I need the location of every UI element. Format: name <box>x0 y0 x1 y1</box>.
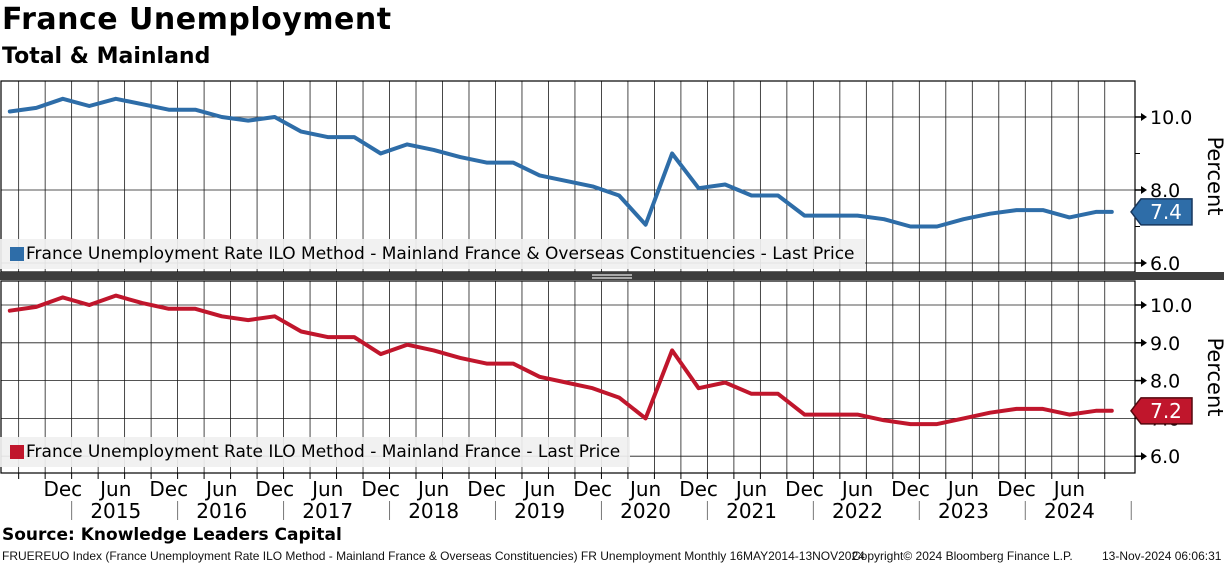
y-axis-title: Percent <box>1203 337 1224 416</box>
y-tick-arrow-icon <box>1141 301 1147 309</box>
legend-swatch-total-icon <box>10 247 24 261</box>
x-year-label: 2022 <box>832 499 883 523</box>
unemployment-line-total <box>7 96 1114 229</box>
y-tick-arrow-icon <box>1141 452 1147 461</box>
legend-mainland: France Unemployment Rate ILO Method - Ma… <box>0 437 631 467</box>
x-tick-label: Dec <box>785 477 824 501</box>
legend-swatch-mainland-icon <box>10 445 24 459</box>
x-year-label: 2020 <box>620 499 671 523</box>
x-tick-label: Dec <box>679 477 718 501</box>
x-tick-label: Jun <box>522 477 555 501</box>
y-tick-arrow-icon <box>1141 186 1147 194</box>
x-year-label: 2017 <box>302 499 353 523</box>
x-year-label: 2024 <box>1044 499 1095 523</box>
x-tick-label: Jun <box>628 477 661 501</box>
x-tick-label: Dec <box>467 477 506 501</box>
y-tick-label: 6.0 <box>1150 446 1180 468</box>
unemployment-line-mainland <box>7 293 1114 427</box>
legend-label-mainland: France Unemployment Rate ILO Method - Ma… <box>26 442 621 462</box>
panel-splitter[interactable] <box>0 272 1224 280</box>
x-year-label: 2023 <box>938 499 989 523</box>
x-tick-label: Jun <box>946 477 979 501</box>
last-price-value-total: 7.4 <box>1150 200 1182 224</box>
legend-total: France Unemployment Rate ILO Method - Ma… <box>0 239 865 269</box>
x-tick-label: Jun <box>840 477 873 501</box>
x-tick-label: Jun <box>734 477 767 501</box>
x-tick-label: Dec <box>997 477 1036 501</box>
x-tick-label: Jun <box>310 477 343 501</box>
disclaimer-bar: FRUEREUO Index (France Unemployment Rate… <box>0 549 1224 563</box>
legend-label-total: France Unemployment Rate ILO Method - Ma… <box>26 244 855 264</box>
y-tick-label: 10.0 <box>1150 107 1192 129</box>
y-tick-label: 6.0 <box>1150 253 1180 275</box>
y-tick-label: 8.0 <box>1150 180 1180 202</box>
x-tick-label: Dec <box>891 477 930 501</box>
x-tick-label: Dec <box>255 477 294 501</box>
x-year-label: 2018 <box>408 499 459 523</box>
x-year-label: 2016 <box>196 499 247 523</box>
y-tick-label: 9.0 <box>1150 333 1180 355</box>
panel-border-mainland <box>0 280 1136 474</box>
source-line: Source: Knowledge Leaders Capital <box>2 525 342 545</box>
x-tick-label: Dec <box>361 477 400 501</box>
x-year-label: 2015 <box>90 499 141 523</box>
last-price-value-mainland: 7.2 <box>1150 399 1182 423</box>
disclaimer-datetime: 13-Nov-2024 06:06:31 <box>1102 549 1222 563</box>
last-price-marker-mainland <box>1130 397 1193 425</box>
y-tick-arrow-icon <box>1141 113 1147 121</box>
x-year-label: 2021 <box>726 499 777 523</box>
last-price-marker-total <box>1130 198 1193 226</box>
page-subtitle: Total & Mainland <box>2 44 211 69</box>
x-tick-label: Dec <box>149 477 188 501</box>
disclaimer-description: FRUEREUO Index (France Unemployment Rate… <box>2 549 865 563</box>
x-tick-label: Jun <box>98 477 131 501</box>
splitter-grip-icon[interactable] <box>592 273 632 279</box>
y-tick-arrow-icon <box>1141 376 1147 385</box>
x-year-label: 2019 <box>514 499 565 523</box>
y-tick-label: 10.0 <box>1150 295 1192 317</box>
x-tick-label: Jun <box>1052 477 1085 501</box>
x-tick-label: Dec <box>573 477 612 501</box>
y-tick-arrow-icon <box>1141 338 1147 347</box>
page-title: France Unemployment <box>2 2 392 37</box>
y-axis-title: Percent <box>1203 136 1224 215</box>
x-tick-label: Jun <box>416 477 449 501</box>
x-tick-label: Dec <box>43 477 82 501</box>
y-tick-label: 8.0 <box>1150 371 1180 393</box>
y-tick-arrow-icon <box>1141 259 1147 267</box>
disclaimer-copyright: Copyright© 2024 Bloomberg Finance L.P. <box>852 549 1073 563</box>
x-tick-label: Jun <box>204 477 237 501</box>
